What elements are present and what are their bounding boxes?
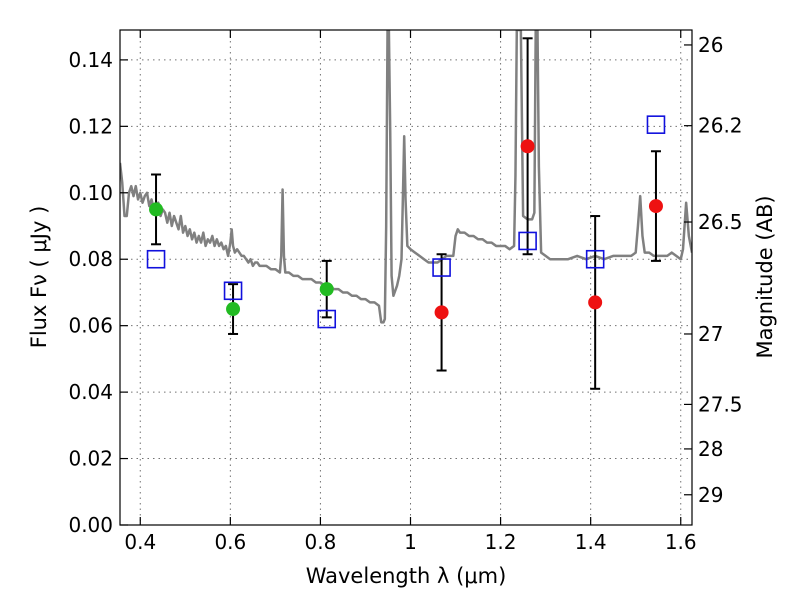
- y2-tick-label: 27: [698, 322, 723, 346]
- x-tick-label: 0.8: [305, 530, 337, 554]
- model-photometry-box: [223, 281, 243, 301]
- model-photometry-box: [646, 115, 666, 134]
- model-photometry-box: [146, 249, 166, 269]
- optical-flux-point: [226, 302, 241, 317]
- y-tick-label: 0.02: [68, 447, 113, 471]
- model-photometry-box: [432, 258, 451, 277]
- y2-tick-label: 26.5: [698, 210, 743, 234]
- plot-frame: [119, 29, 693, 526]
- optical-flux-point: [149, 202, 164, 217]
- markers-layer: [146, 115, 666, 329]
- x-axis-title: Wavelength λ (μm): [306, 564, 507, 588]
- y-tick-label: 0.08: [68, 247, 113, 271]
- x-tick-label: 1.2: [485, 530, 517, 554]
- y2-tick-label: 26: [698, 33, 723, 57]
- nir-flux-point: [520, 139, 535, 154]
- y-axis-title: Flux Fν ( μJy ): [27, 206, 51, 349]
- x-tick-label: 0.6: [214, 530, 246, 554]
- y2-tick-label: 27.5: [698, 392, 743, 416]
- model-photometry-box: [317, 309, 337, 329]
- y2-tick-label: 26.2: [698, 114, 743, 138]
- y-tick-label: 0.06: [68, 314, 113, 338]
- axis-tick-labels: 0.4 0.6 0.8 1 1.2 1.4 1.6 0.00 0.02 0.04 0.06 0.08 0…: [68, 33, 742, 554]
- model-spectrum-line: [120, 30, 692, 324]
- nir-flux-point: [648, 199, 663, 214]
- y2-tick-label: 29: [698, 483, 723, 507]
- y-tick-label: 0.12: [68, 114, 113, 138]
- x-tick-label: 1.6: [665, 530, 697, 554]
- y-tick-label: 0.00: [68, 513, 113, 537]
- model-photometry-box: [585, 249, 605, 269]
- nir-flux-point: [434, 305, 449, 320]
- y2-axis-title: Magnitude (AB): [753, 195, 777, 358]
- axis-ticks: [120, 30, 692, 526]
- y2-tick-label: 28: [698, 437, 723, 461]
- y-tick-label: 0.04: [68, 380, 113, 404]
- x-tick-label: 1: [404, 530, 417, 554]
- x-tick-label: 0.4: [124, 530, 156, 554]
- optical-flux-point: [319, 282, 334, 297]
- y-tick-label: 0.14: [68, 48, 113, 72]
- x-tick-label: 1.4: [575, 530, 607, 554]
- model-photometry-box: [518, 231, 537, 251]
- nir-flux-point: [588, 295, 603, 310]
- y-tick-label: 0.10: [68, 181, 113, 205]
- model-spectrum-layer: [120, 30, 692, 324]
